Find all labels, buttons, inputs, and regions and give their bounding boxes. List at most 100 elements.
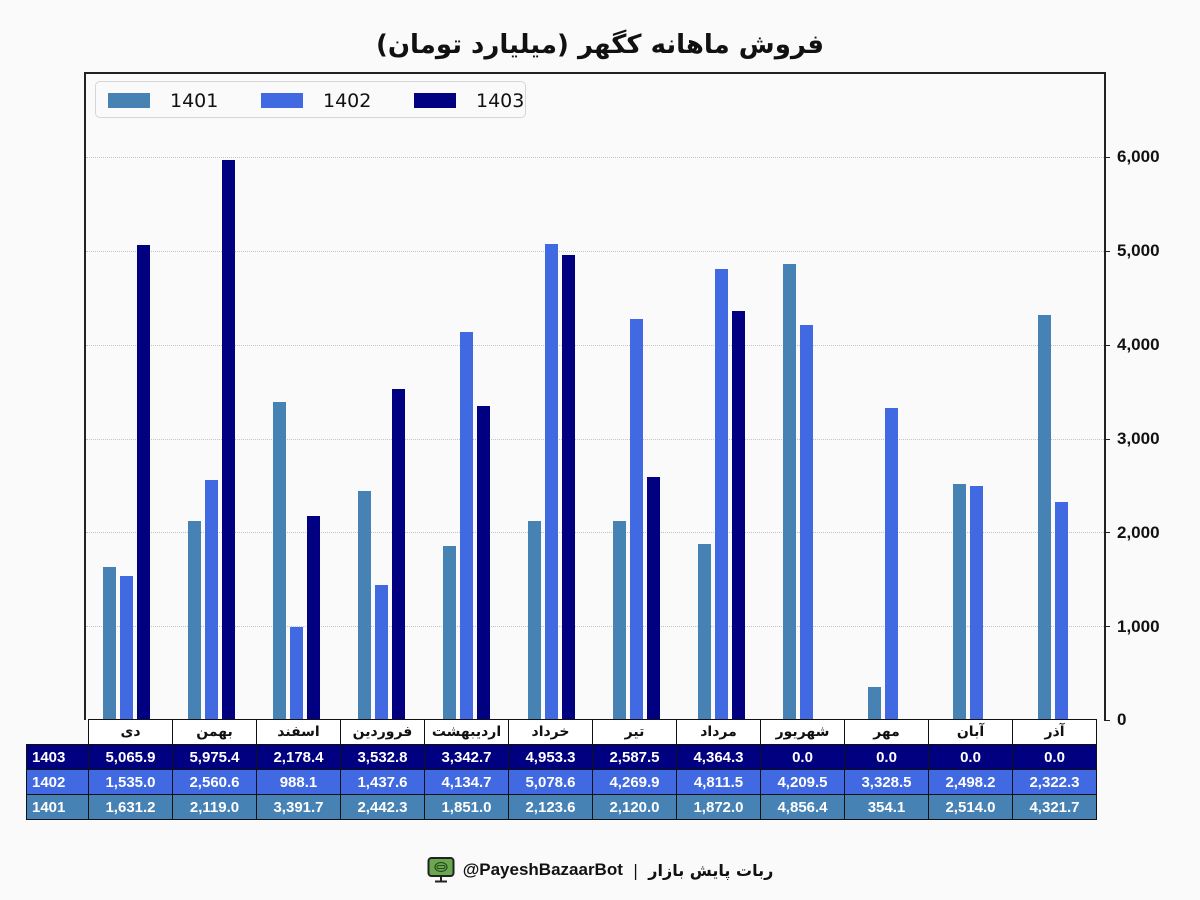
bot-name: ربات پایش بازار [648,860,774,880]
monitor-bot-icon [427,856,455,884]
table-cell: 2,178.4 [256,744,341,770]
table-cell: 5,078.6 [508,769,593,795]
y-tick-mark [1104,626,1110,628]
table-cell: 2,587.5 [592,744,677,770]
bar-1401 [273,401,286,720]
table-cell: 4,269.9 [592,769,677,795]
bar-1403 [477,406,490,720]
bar-1402 [885,407,898,720]
data-table: دی بهمن اسفند فروردین اردیبهشت خرداد تیر… [26,719,1097,820]
table-cell: 2,123.6 [508,794,593,820]
table-row-1402: 1402 1,535.0 2,560.6 988.1 1,437.6 4,134… [26,769,1097,795]
bar-1402 [545,243,558,720]
y-tick-label: 4,000 [1117,335,1160,354]
bar-1403 [647,477,660,720]
table-cell: 0.0 [1012,744,1097,770]
table-cell: 4,856.4 [760,794,845,820]
footer: @PayeshBazaarBot | ربات پایش بازار [0,856,1200,884]
table-row-1401: 1401 1,631.2 2,119.0 3,391.7 2,442.3 1,8… [26,794,1097,820]
table-corner [26,719,89,745]
month-header: خرداد [508,719,593,745]
month-header: آبان [928,719,1013,745]
y-tick-mark [1104,720,1110,721]
table-cell: 354.1 [844,794,929,820]
bar-1403 [137,244,150,720]
table-cell: 4,134.7 [424,769,509,795]
gridline [86,344,1104,346]
month-header: شهریور [760,719,845,745]
table-cell: 5,065.9 [88,744,173,770]
bar-1402 [460,332,473,720]
bar-1401 [953,484,966,720]
table-cell: 5,975.4 [172,744,257,770]
month-header: تیر [592,719,677,745]
table-cell: 2,498.2 [928,769,1013,795]
table-cell: 2,322.3 [1012,769,1097,795]
table-cell: 2,514.0 [928,794,1013,820]
month-header: مهر [844,719,929,745]
bar-1403 [307,515,320,720]
table-cell: 3,328.5 [844,769,929,795]
month-header: آذر [1012,719,1097,745]
month-header: اردیبهشت [424,719,509,745]
bar-1403 [392,388,405,720]
table-header-row: دی بهمن اسفند فروردین اردیبهشت خرداد تیر… [26,719,1097,745]
bar-1402 [120,576,133,720]
table-cell: 0.0 [844,744,929,770]
table-cell: 2,120.0 [592,794,677,820]
table-cell: 1,851.0 [424,794,509,820]
table-cell: 3,532.8 [340,744,425,770]
table-cell: 4,811.5 [676,769,761,795]
y-tick-label: 2,000 [1117,523,1160,542]
month-header: مرداد [676,719,761,745]
bar-1401 [188,521,201,720]
row-label: 1401 [26,794,89,820]
bar-1401 [528,520,541,720]
legend-item-1401: 1401 [108,82,218,119]
legend-label-1403: 1403 [476,89,525,112]
bar-1401 [783,264,796,720]
table-cell: 0.0 [928,744,1013,770]
legend-swatch-1401 [108,93,150,108]
bar-1401 [443,546,456,720]
legend-label-1401: 1401 [170,89,219,112]
legend-label-1402: 1402 [323,89,372,112]
bar-1403 [562,255,575,720]
table-cell: 988.1 [256,769,341,795]
bar-1402 [1055,502,1068,720]
bar-1403 [732,310,745,720]
plot-area [84,72,1106,720]
gridline [86,438,1104,440]
legend-item-1403: 1403 [414,82,524,119]
bar-1401 [358,490,371,720]
row-label: 1403 [26,744,89,770]
row-label: 1402 [26,769,89,795]
table-cell: 1,437.6 [340,769,425,795]
y-tick-mark [1104,532,1110,534]
gridline [86,157,1104,159]
bar-1402 [375,585,388,720]
bar-1401 [698,544,711,720]
table-cell: 3,342.7 [424,744,509,770]
y-tick-mark [1104,344,1110,346]
y-tick-label: 1,000 [1117,617,1160,636]
gridline [86,251,1104,252]
bar-1401 [613,521,626,720]
y-tick-label: 0 [1117,710,1127,729]
table-cell: 4,321.7 [1012,794,1097,820]
y-tick-mark [1104,251,1110,252]
bar-1402 [290,627,303,720]
table-cell: 2,442.3 [340,794,425,820]
bar-1402 [800,325,813,720]
gridline [86,532,1104,534]
table-cell: 2,560.6 [172,769,257,795]
month-header: اسفند [256,719,341,745]
table-row-1403: 1403 5,065.9 5,975.4 2,178.4 3,532.8 3,3… [26,744,1097,770]
y-tick-label: 5,000 [1117,241,1160,260]
table-cell: 4,364.3 [676,744,761,770]
y-tick-label: 6,000 [1117,147,1160,166]
legend-swatch-1403 [414,93,456,108]
table-cell: 4,953.3 [508,744,593,770]
bar-1403 [222,159,235,720]
legend-item-1402: 1402 [261,82,371,119]
